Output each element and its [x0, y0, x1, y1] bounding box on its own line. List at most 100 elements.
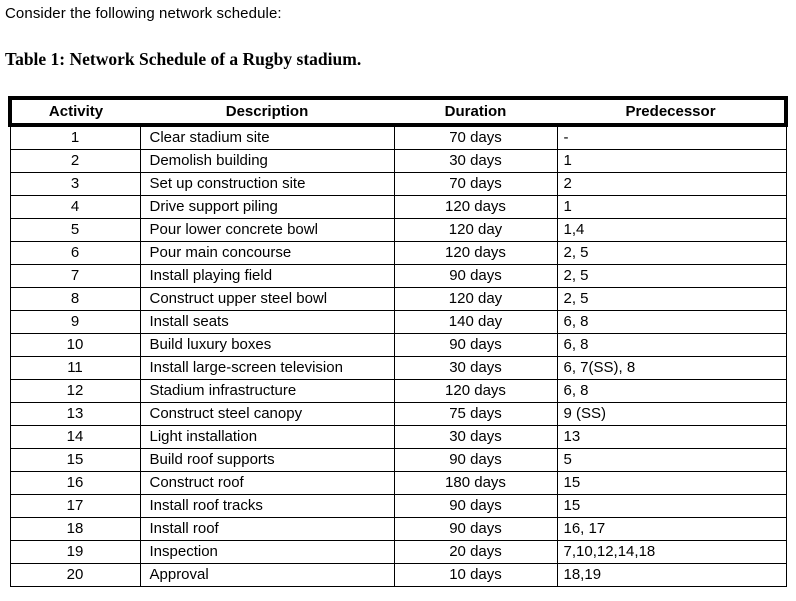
duration-cell: 30 days	[393, 149, 558, 173]
predecessor-cell: 13	[556, 425, 787, 449]
activity-cell: 9	[9, 310, 141, 334]
duration-cell: 140 day	[393, 310, 558, 334]
duration-column-header: Duration	[394, 96, 557, 127]
description-cell: Clear stadium site	[139, 124, 395, 150]
activity-cell: 2	[9, 149, 141, 173]
duration-cell: 10 days	[393, 563, 558, 587]
predecessor-cell: 18,19	[556, 563, 787, 587]
predecessor-cell: 5	[556, 448, 787, 472]
description-cell: Install seats	[139, 310, 395, 334]
table-row: 6 Pour main concourse 120 days 2, 5	[9, 241, 787, 265]
activity-cell: 4	[9, 195, 141, 219]
table-header: Activity Description Duration Predecesso…	[8, 96, 788, 127]
table-row: 4 Drive support piling 120 days 1	[9, 195, 787, 219]
predecessor-cell: 16, 17	[556, 517, 787, 541]
activity-cell: 8	[9, 287, 141, 311]
activity-cell: 14	[9, 425, 141, 449]
duration-cell: 120 days	[393, 241, 558, 265]
predecessor-cell: 9 (SS)	[556, 402, 787, 426]
predecessor-cell: 2	[556, 172, 787, 196]
table-row: 20 Approval 10 days 18,19	[9, 563, 787, 587]
table-row: 3 Set up construction site 70 days 2	[9, 172, 787, 196]
table-row: 5 Pour lower concrete bowl 120 day 1,4	[9, 218, 787, 242]
table-caption: Table 1: Network Schedule of a Rugby sta…	[5, 49, 362, 69]
table-row: 9 Install seats 140 day 6, 8	[9, 310, 787, 334]
table-row: 15 Build roof supports 90 days 5	[9, 448, 787, 472]
activity-cell: 11	[9, 356, 141, 380]
description-cell: Set up construction site	[139, 172, 395, 196]
activity-cell: 10	[9, 333, 141, 357]
activity-cell: 1	[9, 124, 141, 150]
predecessor-cell: -	[556, 124, 787, 150]
activity-cell: 15	[9, 448, 141, 472]
table-row: 1 Clear stadium site 70 days -	[9, 124, 787, 150]
network-schedule-table: Activity Description Duration Predecesso…	[8, 96, 788, 587]
predecessor-cell: 6, 8	[556, 310, 787, 334]
description-cell: Construct roof	[139, 471, 395, 495]
activity-column-header: Activity	[8, 96, 140, 127]
description-cell: Install roof tracks	[139, 494, 395, 518]
description-cell: Stadium infrastructure	[139, 379, 395, 403]
duration-cell: 30 days	[393, 356, 558, 380]
description-cell: Build luxury boxes	[139, 333, 395, 357]
activity-cell: 17	[9, 494, 141, 518]
predecessor-cell: 2, 5	[556, 241, 787, 265]
duration-cell: 20 days	[393, 540, 558, 564]
duration-cell: 120 day	[393, 287, 558, 311]
description-cell: Pour main concourse	[139, 241, 395, 265]
table-row: 2 Demolish building 30 days 1	[9, 149, 787, 173]
activity-cell: 12	[9, 379, 141, 403]
description-cell: Construct upper steel bowl	[139, 287, 395, 311]
intro-text: Consider the following network schedule:	[5, 5, 282, 22]
description-cell: Drive support piling	[139, 195, 395, 219]
table-row: 14 Light installation 30 days 13	[9, 425, 787, 449]
duration-cell: 120 day	[393, 218, 558, 242]
predecessor-cell: 6, 8	[556, 333, 787, 357]
duration-cell: 120 days	[393, 379, 558, 403]
predecessor-cell: 15	[556, 471, 787, 495]
activity-cell: 7	[9, 264, 141, 288]
activity-cell: 13	[9, 402, 141, 426]
table-row: 11 Install large-screen television 30 days…	[9, 356, 787, 380]
table-row: 16 Construct roof 180 days 15	[9, 471, 787, 495]
description-column-header: Description	[140, 96, 394, 127]
table-row: 10 Build luxury boxes 90 days 6, 8	[9, 333, 787, 357]
duration-cell: 90 days	[393, 264, 558, 288]
schedule-table-body: 1 Clear stadium site 70 days -2 Demolish bui…	[9, 124, 787, 587]
description-cell: Approval	[139, 563, 395, 587]
table-row: 13 Construct steel canopy 75 days 9 (SS)	[9, 402, 787, 426]
activity-cell: 16	[9, 471, 141, 495]
table-row: 7 Install playing field 90 days 2, 5	[9, 264, 787, 288]
activity-cell: 18	[9, 517, 141, 541]
activity-cell: 20	[9, 563, 141, 587]
predecessor-cell: 15	[556, 494, 787, 518]
description-cell: Pour lower concrete bowl	[139, 218, 395, 242]
duration-cell: 180 days	[393, 471, 558, 495]
duration-cell: 75 days	[393, 402, 558, 426]
predecessor-cell: 6, 8	[556, 379, 787, 403]
duration-cell: 70 days	[393, 124, 558, 150]
predecessor-column-header: Predecessor	[557, 96, 788, 127]
duration-cell: 70 days	[393, 172, 558, 196]
table-row: 18 Install roof 90 days 16, 17	[9, 517, 787, 541]
table-row: 8 Construct upper steel bowl 120 day 2, 5	[9, 287, 787, 311]
predecessor-cell: 2, 5	[556, 264, 787, 288]
activity-cell: 5	[9, 218, 141, 242]
predecessor-cell: 1	[556, 195, 787, 219]
description-cell: Demolish building	[139, 149, 395, 173]
description-cell: Install roof	[139, 517, 395, 541]
duration-cell: 90 days	[393, 494, 558, 518]
activity-cell: 3	[9, 172, 141, 196]
description-cell: Light installation	[139, 425, 395, 449]
document-page: Consider the following network schedule:…	[0, 5, 796, 587]
duration-cell: 90 days	[393, 517, 558, 541]
duration-cell: 90 days	[393, 448, 558, 472]
description-cell: Install playing field	[139, 264, 395, 288]
predecessor-cell: 6, 7(SS), 8	[556, 356, 787, 380]
table-row: 19 Inspection 20 days 7,10,12,14,18	[9, 540, 787, 564]
description-cell: Install large-screen television	[139, 356, 395, 380]
activity-cell: 19	[9, 540, 141, 564]
description-cell: Build roof supports	[139, 448, 395, 472]
description-cell: Inspection	[139, 540, 395, 564]
predecessor-cell: 2, 5	[556, 287, 787, 311]
